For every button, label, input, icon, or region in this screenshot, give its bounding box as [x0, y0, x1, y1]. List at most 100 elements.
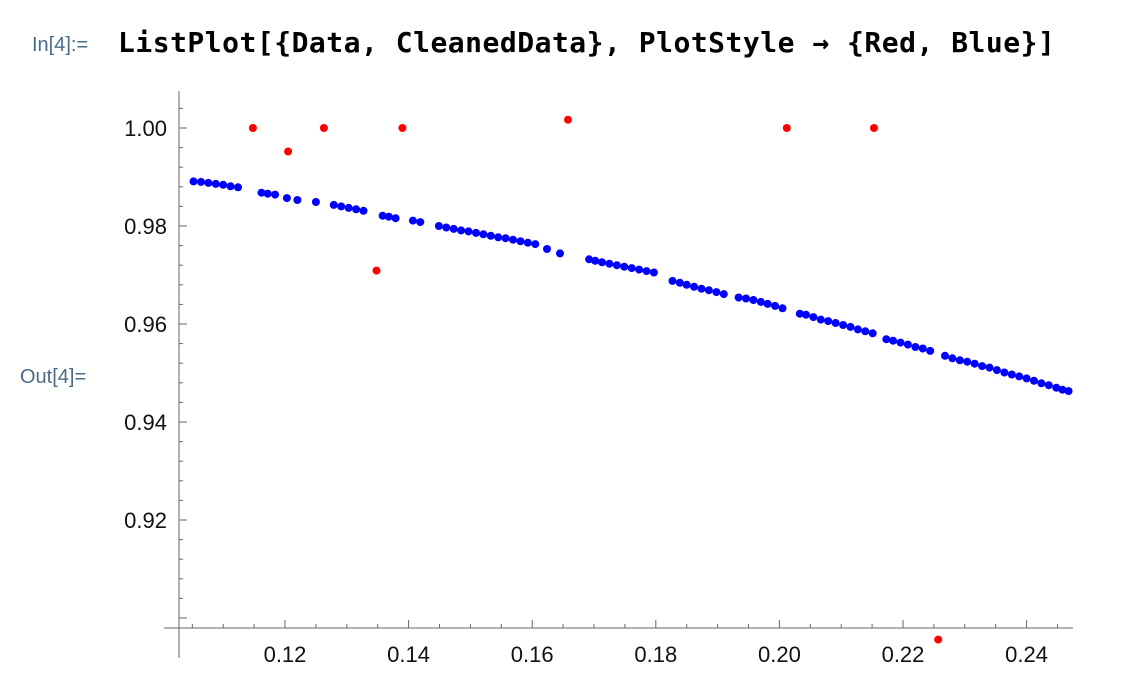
data-point: [284, 147, 293, 156]
x-tick-label: 0.14: [387, 642, 430, 667]
color-blue: Blue: [951, 26, 1021, 59]
cleaned-data-point: [926, 346, 935, 355]
input-expression[interactable]: ListPlot[{Data, CleanedData}, PlotStyle …: [118, 26, 1055, 59]
data-point: [870, 124, 878, 132]
cleaned-data-point: [948, 354, 957, 363]
cleaned-data-point: [978, 362, 987, 371]
data-point: [782, 124, 791, 132]
bracket-close: }]: [1020, 26, 1056, 59]
cleaned-data-point: [486, 231, 495, 240]
cleaned-data-point: [384, 212, 393, 221]
cleaned-data-point: [918, 344, 927, 353]
cleaned-data-point: [605, 259, 614, 268]
cleaned-data-point: [378, 211, 387, 220]
cleaned-data-point: [352, 205, 361, 214]
cleaned-data-point: [712, 288, 721, 297]
axes: 0.12 0.14 0.16 0.18 0.20 0.22 0.24 0.92 0.94 0.96…: [124, 91, 1073, 667]
y-tick-label: 1.00: [124, 116, 167, 141]
y-tick-label: 0.94: [124, 410, 167, 435]
separator: ,: [361, 26, 396, 59]
cleaned-data-point: [197, 177, 205, 186]
cleaned-data-point: [903, 340, 912, 349]
function-name: ListPlot: [118, 26, 257, 59]
cleaned-data-point: [1022, 374, 1031, 383]
cleaned-data-point: [494, 233, 503, 242]
cleaned-data-point: [219, 180, 228, 189]
data-point: [934, 635, 943, 644]
cleaned-data-point: [763, 299, 772, 308]
cleaned-data-point: [861, 327, 870, 336]
rule-arrow: →: [794, 26, 848, 59]
output-cell-label: Out[4]=: [20, 366, 87, 388]
x-tick-label: 0.18: [634, 642, 677, 667]
x-tick-label: 0.16: [511, 642, 554, 667]
cleaned-data-point: [795, 309, 804, 318]
cleaned-data-point: [293, 196, 302, 204]
x-tick-label: 0.12: [264, 642, 307, 667]
cleaned-data-point: [802, 310, 810, 319]
cleaned-data-point: [1052, 383, 1061, 392]
cleaned-data-point: [516, 237, 525, 246]
cleaned-data-point: [464, 227, 473, 236]
cleaned-data-point: [911, 343, 920, 351]
color-red: Red: [864, 26, 917, 59]
cleaned-data-point: [970, 359, 979, 368]
cleaned-data-point: [1030, 376, 1038, 385]
y-tick-label: 0.98: [124, 214, 167, 239]
cleaned-data-point: [263, 189, 272, 198]
cleaned-data-point: [642, 267, 651, 276]
input-cell-label: In[4]:=: [32, 34, 89, 56]
cleaned-data-point: [337, 202, 346, 211]
data-point: [319, 124, 328, 132]
cleaned-data-point: [472, 228, 480, 237]
cleaned-data-point: [1015, 372, 1024, 381]
value-open: {: [847, 26, 865, 59]
cleaned-data-point: [778, 304, 787, 313]
cleaned-data-point: [771, 301, 780, 310]
cleaned-data-point: [523, 238, 532, 247]
cleaned-data-point: [457, 226, 466, 235]
cleaned-data-point: [756, 297, 765, 306]
cleaned-data-point: [620, 262, 629, 271]
cleaned-data-point: [598, 258, 606, 267]
cleaned-data-point: [1007, 370, 1016, 379]
cleaned-data-point: [442, 223, 451, 232]
cleaned-data-point: [1044, 381, 1053, 390]
cleaned-data-point: [585, 255, 594, 264]
cleaned-data-point: [690, 282, 699, 291]
cleaned-data-point: [234, 183, 242, 192]
cleaned-data-point: [941, 351, 949, 360]
arg-data: Data: [291, 26, 362, 59]
cleaned-data-point: [635, 265, 644, 274]
separator: ,: [916, 26, 952, 59]
cleaned-data-point: [896, 338, 905, 347]
data-point: [248, 124, 257, 132]
option-name: PlotStyle: [638, 26, 795, 59]
cleaned-data-point: [627, 264, 636, 273]
cleaned-data-point: [556, 249, 564, 258]
list-close: }: [586, 26, 605, 59]
cleaned-data-point: [649, 268, 658, 277]
cleaned-data-point: [189, 177, 198, 186]
cleaned-data-point: [697, 284, 706, 293]
cleaned-data-point: [831, 319, 840, 327]
cleaned-data-point: [416, 218, 425, 227]
arg-cleaned-data: CleanedData: [395, 26, 587, 59]
cleaned-data-point: [704, 286, 713, 295]
cleaned-data-point: [282, 194, 291, 203]
data-point: [564, 115, 572, 124]
y-tick-label: 0.92: [124, 508, 167, 533]
separator: ,: [604, 26, 639, 59]
cleaned-data-point: [434, 222, 443, 230]
cleaned-data-point: [1000, 368, 1009, 377]
cleaned-data-point: [329, 200, 338, 209]
cleaned-data-point: [311, 198, 320, 206]
cleaned-data-point: [719, 290, 728, 299]
cleaned-data-point: [853, 325, 862, 334]
cleaned-data-point: [408, 216, 417, 225]
data-point: [398, 124, 407, 132]
cleaned-data-point: [501, 234, 510, 243]
cleaned-data-point: [271, 190, 280, 199]
cleaned-data-point: [612, 261, 621, 270]
